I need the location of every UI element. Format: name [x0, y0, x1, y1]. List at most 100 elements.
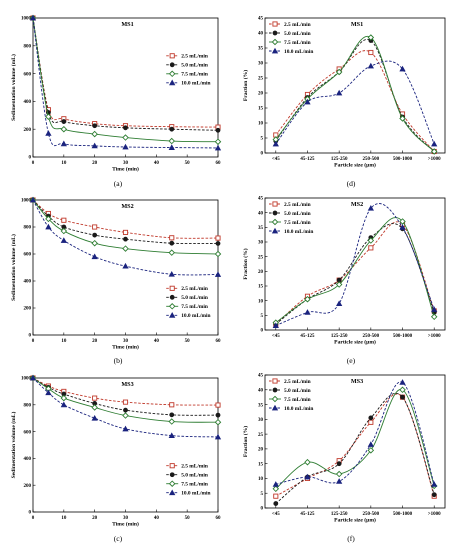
legend-label: 7.5 mL/min	[181, 304, 208, 310]
data-point	[215, 412, 221, 418]
data-point	[122, 245, 129, 252]
x-tick-label: 50	[185, 516, 191, 521]
legend-marker	[169, 472, 175, 478]
legend: 2.5 mL/min 5.0 mL/min 7.5 mL/min 10.0 mL/mi…	[166, 53, 211, 87]
y-tick-label: 40	[258, 32, 264, 37]
legend-marker	[271, 47, 279, 54]
x-axis-title: Time (min)	[112, 521, 139, 528]
chart-title: MS3	[121, 381, 133, 388]
legend-marker	[169, 79, 176, 86]
data-point	[272, 140, 279, 147]
data-point	[168, 137, 176, 145]
x-tick-label: 0	[32, 516, 35, 521]
x-tick-label: 10	[61, 161, 67, 166]
data-point	[368, 415, 374, 421]
x-tick-label: 250-500	[363, 157, 380, 162]
y-axis-title: Fraction (%)	[242, 248, 249, 279]
legend-marker	[169, 53, 175, 59]
y-tick-label: 200	[24, 307, 32, 312]
legend-marker	[271, 227, 279, 234]
data-point	[272, 481, 279, 487]
series-line	[275, 38, 435, 152]
legend-label: 7.5 mL/min	[181, 72, 208, 78]
data-point	[214, 144, 222, 151]
y-tick-label: 600	[24, 72, 32, 77]
x-tick-label: 250-500	[363, 512, 380, 517]
y-tick-label: 45	[258, 17, 264, 22]
panel-caption: (f)	[347, 534, 355, 543]
y-tick-label: 1000	[21, 377, 32, 382]
y-tick-label: 800	[24, 226, 32, 231]
y-tick-label: 10	[258, 122, 264, 127]
x-tick-label: 40	[154, 516, 160, 521]
legend-label: 5.0 mL/min	[181, 473, 208, 479]
data-point	[29, 196, 37, 203]
y-tick-label: 30	[258, 62, 264, 67]
data-point	[272, 322, 279, 329]
series-2	[29, 374, 222, 426]
x-tick-label: >1000	[428, 512, 441, 517]
legend-marker	[271, 218, 279, 226]
legend: 2.5 mL/min 5.0 mL/min 7.5 mL/min 10.0 mL/mi…	[269, 21, 313, 55]
data-point	[122, 425, 129, 432]
data-point	[91, 142, 98, 149]
data-point	[169, 240, 175, 246]
chart-title: MS3	[351, 378, 363, 385]
legend-marker	[168, 70, 176, 78]
data-point	[60, 394, 68, 402]
x-tick-label: >1000	[428, 157, 441, 162]
series-0	[273, 221, 437, 327]
data-point	[399, 386, 406, 394]
x-axis-title: Particle size (μm)	[334, 162, 376, 169]
data-point	[431, 140, 438, 147]
y-tick-label: 1000	[21, 199, 32, 204]
x-tick-label: 40	[154, 161, 160, 166]
y-tick-label: 25	[258, 433, 264, 438]
y-tick-label: 0	[261, 507, 264, 512]
legend-label: 7.5 mL/min	[284, 397, 311, 403]
series-3	[29, 196, 222, 277]
data-point	[168, 418, 176, 425]
chart-c: 0 200 400 600 800 1000 0 10 20 30 40 50 60 Time (min)…	[10, 374, 222, 543]
y-tick-label: 30	[258, 418, 264, 423]
legend-marker	[169, 489, 176, 496]
x-tick-label: 0	[32, 339, 35, 344]
data-point	[123, 125, 128, 131]
legend-label: 2.5 mL/min	[181, 464, 208, 470]
data-point	[335, 68, 343, 76]
y-tick-label: 0	[29, 511, 32, 516]
legend-label: 10.0 mL/min	[181, 313, 210, 319]
data-point	[214, 271, 222, 277]
y-axis-title: Sedimentation volume (mL)	[10, 234, 17, 301]
x-tick-label: 20	[92, 516, 98, 521]
y-tick-label: 45	[258, 374, 264, 379]
series-2	[272, 217, 438, 326]
legend-marker	[168, 303, 176, 310]
data-point	[272, 485, 280, 493]
y-tick-label: 20	[258, 92, 264, 97]
data-point	[431, 306, 438, 312]
data-point	[60, 227, 68, 235]
y-tick-label: 20	[258, 270, 264, 275]
series-line	[275, 50, 435, 152]
legend-label: 2.5 mL/min	[284, 379, 311, 385]
series-2	[272, 386, 438, 493]
x-tick-label: 20	[92, 339, 98, 344]
y-tick-label: 5	[261, 314, 264, 319]
legend-marker	[272, 210, 278, 216]
data-point	[215, 127, 221, 133]
chart-title: MS2	[351, 201, 363, 208]
x-tick-label: 45-125	[300, 334, 315, 339]
y-tick-label: 10	[258, 477, 264, 482]
legend-label: 2.5 mL/min	[284, 202, 311, 208]
legend-marker	[169, 285, 175, 291]
data-point	[92, 224, 98, 230]
legend-marker	[272, 21, 278, 27]
data-point	[214, 418, 222, 426]
chart-d: 0 5 10 15 20 25 30 35 40 45 <45 45-125 125-250 250-50…	[242, 17, 446, 188]
legend-marker	[272, 201, 278, 207]
series-3	[29, 374, 222, 440]
data-point	[304, 458, 311, 466]
y-tick-label: 40	[258, 211, 264, 216]
x-tick-label: 45-125	[300, 157, 315, 162]
